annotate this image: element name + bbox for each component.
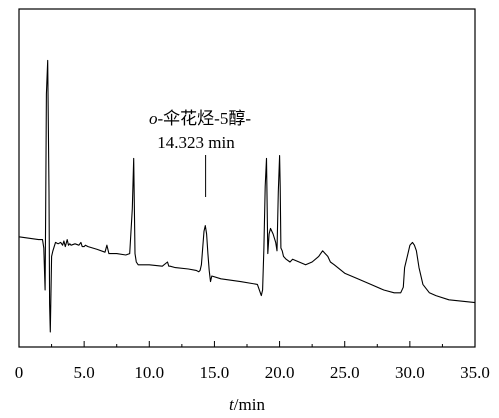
x-tick-label: 35.0 (460, 363, 490, 382)
peak-annotation-line1: o-伞花烃-5醇- (149, 109, 251, 128)
x-tick-label: 25.0 (330, 363, 360, 382)
x-axis-label: t/min (229, 395, 265, 414)
x-tick-label: 5.0 (74, 363, 95, 382)
x-axis-ticks (18, 341, 476, 347)
plot-frame (18, 8, 476, 348)
x-tick-label: 10.0 (134, 363, 164, 382)
x-axis-tick-labels: 0 5.0 10.0 15.0 20.0 25.0 30.0 35.0 (15, 363, 490, 382)
x-tick-label: 15.0 (200, 363, 230, 382)
x-tick-label: 30.0 (395, 363, 425, 382)
peak-annotation-line2: 14.323 min (157, 133, 235, 152)
x-tick-label: 20.0 (265, 363, 295, 382)
chromatogram-trace (18, 59, 476, 333)
x-tick-label: 0 (15, 363, 24, 382)
